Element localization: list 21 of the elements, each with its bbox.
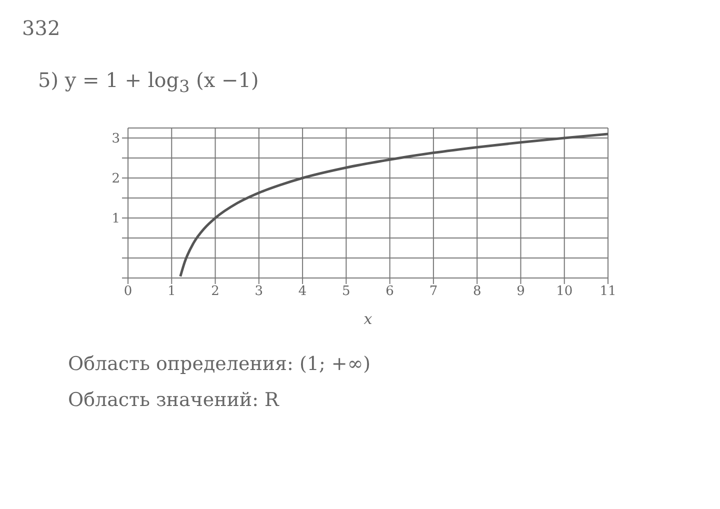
text: Область значений: R [68, 389, 279, 411]
x-tick-label: 5 [342, 284, 350, 300]
chart-title: 5) y = 1 + log$_{3}$ (x −1) [38, 68, 259, 96]
x-tick-label: 0 [124, 284, 132, 300]
x-tick-label: 8 [472, 284, 482, 300]
x-tick-label: 3 [254, 284, 264, 300]
y-tick-label: 3 [112, 132, 120, 147]
x-tick-label: 4 [298, 284, 307, 300]
x-tick-label: 7 [429, 284, 438, 300]
y-tick-label: 1 [112, 212, 120, 227]
x-tick-label: 9 [516, 284, 525, 300]
x-tick-label: 11 [600, 284, 616, 300]
y-tick-label: 2 [112, 172, 120, 187]
text: Область определения: (1; +∞) [68, 353, 371, 375]
x-tick-label: 6 [386, 284, 394, 300]
x-tick-label: 2 [211, 284, 220, 300]
line-series [179, 132, 608, 278]
x-axis-title: x [364, 310, 373, 328]
text: 332 [22, 16, 60, 40]
x-tick-label: 10 [556, 284, 573, 300]
x-tick-label: 1 [167, 284, 176, 300]
